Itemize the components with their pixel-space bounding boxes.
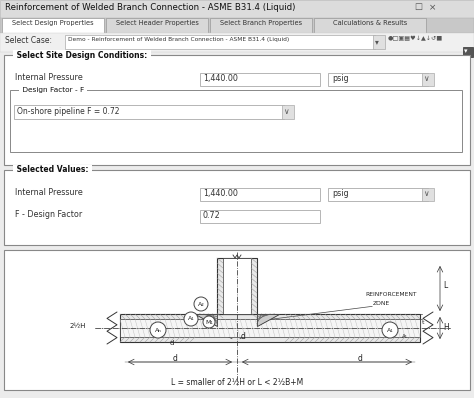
Text: psig: psig xyxy=(332,189,348,198)
Bar xyxy=(4,55,470,165)
Text: A₁: A₁ xyxy=(387,328,393,332)
Text: ▾: ▾ xyxy=(464,48,467,54)
Bar xyxy=(4,170,470,245)
Bar xyxy=(200,188,320,201)
Bar xyxy=(106,18,208,33)
Text: H: H xyxy=(443,324,449,332)
Bar xyxy=(210,18,312,33)
Text: Select Case:: Select Case: xyxy=(5,36,52,45)
Circle shape xyxy=(150,322,166,338)
Text: 1,440.00: 1,440.00 xyxy=(203,74,238,83)
Bar xyxy=(14,105,284,119)
Text: Select Header Properties: Select Header Properties xyxy=(116,20,199,26)
Polygon shape xyxy=(257,314,279,326)
Text: d: d xyxy=(173,354,177,363)
Text: Design Factor - F: Design Factor - F xyxy=(20,87,87,93)
Text: F - Design Factor: F - Design Factor xyxy=(15,210,82,219)
Text: A₁: A₁ xyxy=(188,316,194,322)
Text: L: L xyxy=(443,281,447,291)
Bar xyxy=(65,35,375,49)
Text: B: B xyxy=(235,261,239,270)
Text: Calculations & Results: Calculations & Results xyxy=(333,20,407,26)
Text: 0.72: 0.72 xyxy=(203,211,221,220)
Bar xyxy=(0,18,474,33)
Bar xyxy=(200,73,320,86)
Text: 1,440.00: 1,440.00 xyxy=(203,189,238,198)
Text: A₂: A₂ xyxy=(198,302,204,306)
Text: t: t xyxy=(422,320,425,325)
Text: A₁: A₁ xyxy=(402,334,408,339)
Bar xyxy=(282,105,294,119)
Bar xyxy=(200,210,320,223)
Bar xyxy=(422,188,434,201)
Text: Reinforcement of Welded Branch Connection - ASME B31.4 (Liquid): Reinforcement of Welded Branch Connectio… xyxy=(5,3,295,12)
Text: L = smaller of 2½H or L < 2½B+M: L = smaller of 2½H or L < 2½B+M xyxy=(171,378,303,387)
Bar xyxy=(314,18,426,33)
Text: ●□▣▦♥↓▲↓↺■: ●□▣▦♥↓▲↓↺■ xyxy=(388,36,443,41)
Text: psig: psig xyxy=(332,74,348,83)
Bar xyxy=(373,35,385,49)
Bar xyxy=(0,0,474,18)
Bar xyxy=(328,73,428,86)
Text: ▾: ▾ xyxy=(375,37,379,46)
Bar xyxy=(463,47,473,57)
Text: Select Design Properties: Select Design Properties xyxy=(12,20,94,26)
Text: ∨: ∨ xyxy=(423,74,428,83)
Text: Aₕ: Aₕ xyxy=(155,328,162,332)
Bar xyxy=(0,33,474,52)
Bar xyxy=(2,18,104,33)
Bar xyxy=(422,73,434,86)
Text: On-shore pipeline F = 0.72: On-shore pipeline F = 0.72 xyxy=(17,107,119,116)
Text: d: d xyxy=(170,340,174,346)
Text: d: d xyxy=(241,332,246,341)
Text: d: d xyxy=(357,354,363,363)
Bar xyxy=(328,188,428,201)
Text: ∨: ∨ xyxy=(283,107,289,116)
Text: REINFORCEMENT: REINFORCEMENT xyxy=(365,292,417,297)
Text: Internal Pressure: Internal Pressure xyxy=(15,188,83,197)
Text: Select Branch Properties: Select Branch Properties xyxy=(220,20,302,26)
Text: Demo - Reinforcement of Welded Branch Connection - ASME B31.4 (Liquid): Demo - Reinforcement of Welded Branch Co… xyxy=(68,37,289,42)
Bar xyxy=(217,258,257,314)
Bar xyxy=(10,90,462,152)
Text: 2½H: 2½H xyxy=(70,323,86,329)
Bar xyxy=(223,258,251,314)
Bar xyxy=(120,319,420,337)
Circle shape xyxy=(184,312,198,326)
Text: ∨: ∨ xyxy=(423,189,428,198)
Text: M₁: M₁ xyxy=(205,320,213,324)
Text: ZONE: ZONE xyxy=(373,301,390,306)
Circle shape xyxy=(382,322,398,338)
Circle shape xyxy=(194,297,208,311)
Polygon shape xyxy=(195,314,217,326)
Bar xyxy=(120,314,420,342)
Text: ☐  ×: ☐ × xyxy=(415,3,437,12)
Bar xyxy=(4,250,470,390)
Circle shape xyxy=(203,316,215,328)
Text: Selected Values:: Selected Values: xyxy=(14,166,91,174)
Text: Internal Pressure: Internal Pressure xyxy=(15,73,83,82)
Text: Select Site Design Conditions:: Select Site Design Conditions: xyxy=(14,51,150,59)
Text: lₛ: lₛ xyxy=(224,268,228,273)
